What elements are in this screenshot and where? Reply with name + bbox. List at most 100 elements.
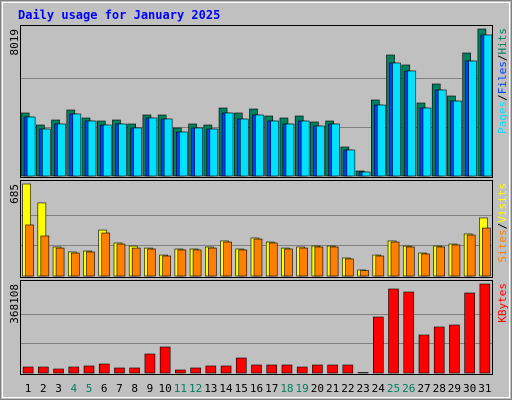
x-tick-label: 16 [250, 382, 263, 395]
x-tick-label: 7 [116, 382, 123, 395]
bar [239, 118, 249, 177]
bar [373, 316, 384, 374]
x-tick-label: 26 [402, 382, 415, 395]
bar [422, 107, 432, 177]
bar [296, 366, 308, 374]
bar [464, 292, 475, 374]
bar [251, 364, 262, 374]
bar [388, 288, 399, 374]
bar [98, 363, 110, 374]
bar [101, 232, 111, 277]
bar [83, 365, 95, 374]
bar [40, 235, 50, 277]
bar [451, 244, 461, 277]
bar [129, 367, 140, 374]
legend-entry: Sites [496, 229, 509, 262]
legend-entry: KBytes [496, 283, 509, 323]
x-tick-label: 10 [159, 382, 172, 395]
bar [482, 227, 491, 277]
bar [22, 366, 34, 374]
bar [162, 255, 171, 277]
bar [177, 249, 187, 277]
bar [208, 247, 217, 277]
bar [224, 112, 234, 177]
bar [312, 364, 323, 374]
x-tick-label: 14 [219, 382, 233, 395]
bar [331, 123, 340, 177]
bar [346, 149, 356, 177]
x-tick-label: 6 [101, 382, 108, 395]
x-tick-label: 8 [131, 382, 138, 395]
bar [53, 368, 64, 374]
bar [268, 242, 278, 277]
x-tick-label: 23 [356, 382, 369, 395]
legend-separator: / [496, 94, 509, 101]
bar [421, 253, 430, 277]
bar [192, 249, 202, 277]
x-tick-label: 3 [55, 382, 62, 395]
bar [253, 238, 263, 277]
bar [116, 243, 126, 277]
bar [163, 118, 173, 177]
bar [72, 113, 82, 177]
legend-separator: / [496, 55, 509, 62]
bar [70, 252, 80, 277]
bar [147, 248, 156, 277]
bar [223, 241, 232, 277]
bar [209, 128, 219, 177]
bar [314, 246, 324, 277]
bar [266, 364, 278, 374]
y-tick-label: 8019 [8, 29, 21, 56]
bar [479, 283, 491, 374]
x-tick-label: 30 [463, 382, 476, 395]
bar [436, 246, 446, 277]
bar [190, 367, 201, 374]
bar [433, 326, 445, 374]
bar [345, 258, 354, 277]
bar [118, 123, 127, 177]
bar [390, 241, 400, 277]
bar [238, 249, 248, 277]
bar [285, 123, 295, 177]
bar [87, 120, 97, 177]
bar [159, 346, 171, 374]
x-tick-label: 12 [189, 382, 202, 395]
legend-entry: Files [496, 61, 509, 94]
bar [133, 127, 142, 177]
bar [377, 104, 386, 177]
bar [175, 369, 186, 374]
bar [342, 364, 354, 374]
x-tick-label: 29 [448, 382, 461, 395]
bar [144, 353, 156, 374]
x-tick-label: 22 [341, 382, 354, 395]
x-tick-label: 9 [147, 382, 154, 395]
x-tick-label: 5 [86, 382, 93, 395]
bar [483, 34, 493, 177]
bar [453, 100, 462, 177]
x-tick-label: 17 [265, 382, 278, 395]
legend-entry: Pages [496, 101, 509, 134]
bar [316, 125, 325, 177]
bar [468, 60, 477, 177]
bar [25, 224, 34, 277]
bar [407, 70, 417, 177]
bar [194, 127, 203, 177]
bar [392, 62, 401, 177]
x-tick-label: 11 [174, 382, 187, 395]
bar [375, 255, 385, 277]
bar [131, 247, 141, 277]
x-tick-label: 4 [70, 382, 77, 395]
x-tick-label: 20 [311, 382, 324, 395]
bar [300, 120, 310, 177]
x-tick-label: 27 [417, 382, 430, 395]
bar [57, 123, 66, 177]
x-tick-label: 15 [235, 382, 248, 395]
bar [405, 246, 415, 277]
x-tick-label: 2 [40, 382, 47, 395]
bar [68, 366, 80, 374]
bar [270, 120, 280, 177]
bar [42, 128, 51, 177]
bar [284, 248, 293, 277]
legend: KBytes [496, 283, 509, 323]
